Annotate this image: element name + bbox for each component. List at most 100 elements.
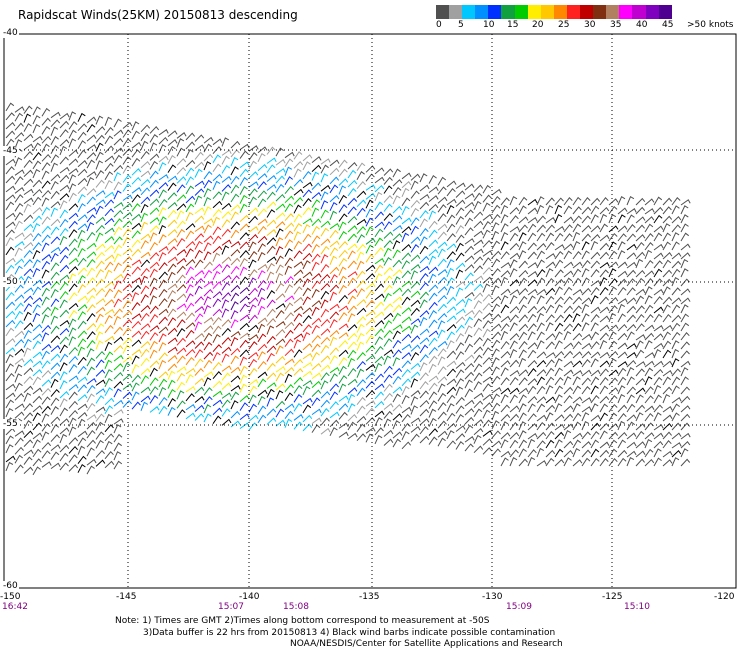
wind-barb (131, 313, 142, 320)
lon-label: -125 (602, 592, 623, 602)
wind-barb (68, 149, 79, 157)
wind-barb (554, 232, 564, 242)
wind-barb (149, 305, 159, 314)
wind-barb (455, 269, 464, 279)
wind-barb (635, 412, 644, 422)
wind-barb (374, 434, 383, 445)
wind-barb (680, 268, 689, 278)
wind-barb (320, 209, 329, 219)
wind-barb (617, 250, 626, 260)
wind-barb (662, 340, 672, 350)
colorbar-swatch (619, 5, 633, 19)
wind-barb (419, 245, 429, 255)
wind-barb (122, 148, 133, 156)
wind-barb (311, 207, 320, 217)
wind-barb (176, 176, 187, 184)
colorbar-swatch (658, 5, 672, 19)
wind-barb (59, 444, 70, 453)
wind-barb (302, 324, 312, 333)
wind-barb (293, 213, 303, 223)
wind-barb (248, 324, 259, 332)
wind-barb (518, 205, 527, 215)
colorbar-swatch (540, 5, 554, 19)
wind-barb (221, 299, 230, 309)
wind-barb (590, 358, 599, 368)
wind-barb (248, 379, 259, 386)
wind-barb (428, 355, 438, 364)
wind-barb (338, 221, 347, 231)
wind-barb (653, 457, 662, 467)
wind-barb (410, 318, 421, 325)
wind-barb (500, 241, 509, 251)
wind-barb (428, 255, 437, 265)
wind-barb (167, 327, 178, 335)
wind-barb (23, 178, 34, 186)
wind-barb (230, 257, 241, 266)
wind-barb (248, 145, 259, 152)
wind-barb (50, 335, 61, 343)
wind-barb (86, 277, 96, 286)
wind-barb (104, 199, 115, 208)
wind-barb (158, 396, 168, 406)
wind-barb (122, 356, 133, 363)
wind-barb (464, 399, 475, 407)
wind-barb (50, 180, 59, 190)
wind-barb (338, 168, 348, 177)
wind-barb (500, 394, 509, 404)
wind-barb (320, 355, 331, 363)
wind-barb (644, 376, 653, 386)
wind-barb (293, 250, 303, 259)
wind-barb (428, 436, 438, 445)
wind-barb (446, 198, 457, 206)
wind-barb (608, 439, 618, 449)
wind-barb (383, 176, 393, 185)
wind-barb (473, 400, 484, 409)
wind-barb (41, 197, 50, 207)
wind-barb (446, 259, 455, 269)
wind-barb (104, 451, 114, 460)
wind-barb (572, 360, 583, 368)
wind-barb (77, 229, 86, 239)
wind-barb (338, 312, 348, 321)
wind-barb (239, 413, 250, 420)
wind-barb (383, 338, 393, 347)
wind-barb (131, 330, 142, 338)
wind-barb (527, 331, 536, 341)
wind-barb (581, 206, 592, 215)
wind-barb (617, 351, 628, 359)
wind-barb (293, 231, 302, 241)
wind-barb (680, 341, 690, 350)
wind-barb (356, 270, 366, 279)
wind-barb (104, 191, 115, 199)
wind-barb (275, 183, 285, 193)
wind-barb (41, 360, 51, 369)
wind-barb (347, 233, 357, 242)
wind-barb (491, 313, 502, 322)
wind-barb (572, 215, 582, 224)
wind-barb (50, 325, 60, 334)
wind-barb (563, 233, 573, 242)
wind-barb (104, 308, 115, 316)
wind-barb (95, 224, 105, 233)
wind-barb (95, 369, 106, 377)
wind-barb (563, 250, 573, 260)
wind-barb (275, 175, 285, 184)
wind-barb (149, 268, 158, 278)
wind-barb (491, 387, 502, 394)
wind-barb (482, 250, 493, 257)
wind-barb (104, 155, 115, 163)
wind-barb (365, 290, 375, 299)
wind-barb (14, 194, 24, 203)
wind-barb (41, 234, 51, 243)
wind-barb (446, 233, 456, 242)
wind-barb (338, 159, 348, 168)
wind-barb (608, 286, 617, 296)
wind-barb (131, 266, 141, 275)
wind-barb (122, 228, 132, 237)
wind-barb (545, 396, 556, 404)
colorbar-label: 10 (483, 20, 495, 30)
wind-barb (77, 223, 88, 231)
wind-barb (23, 358, 34, 366)
wind-barb (680, 297, 691, 305)
wind-barb (419, 201, 430, 210)
